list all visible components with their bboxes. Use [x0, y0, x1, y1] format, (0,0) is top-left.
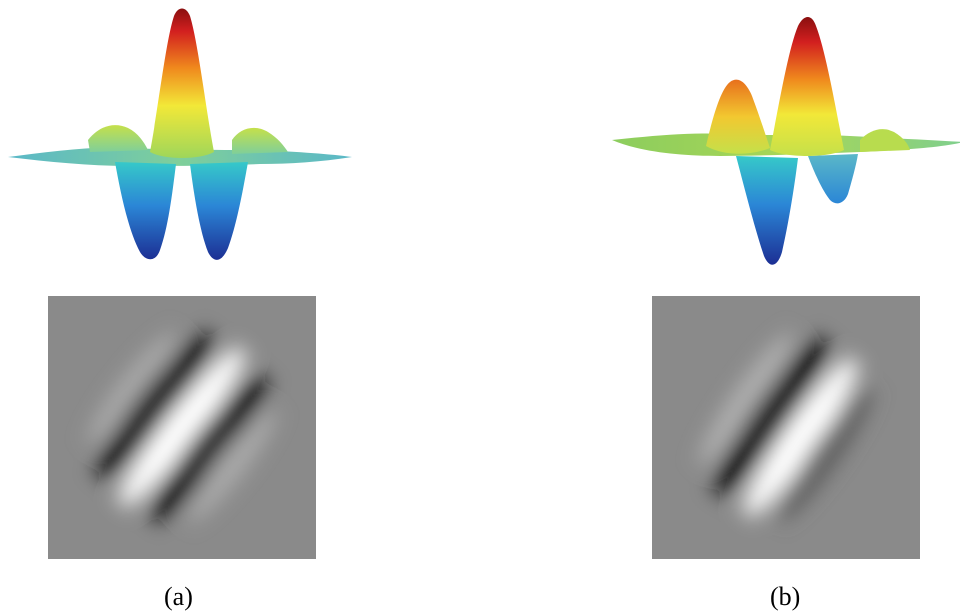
caption-a: (a): [164, 582, 193, 611]
gabor-patch-a: [48, 296, 316, 559]
surface-side-right-a: [232, 127, 288, 154]
surface-trough-small-b: [808, 154, 858, 204]
panel-b: (b): [560, 0, 960, 616]
surface-peak-b: [770, 17, 844, 156]
surface-side-right-b: [860, 129, 910, 152]
surface-peak-small-b: [706, 79, 770, 154]
panel-a: (a): [0, 0, 400, 616]
surface-trough-right-a: [190, 162, 248, 260]
surface-plot-a: [8, 8, 352, 260]
caption-b: (b): [770, 582, 801, 611]
surface-peak-a: [150, 8, 214, 158]
surface-trough-b: [736, 156, 798, 265]
surface-trough-left-a: [115, 162, 176, 260]
surface-side-left-a: [88, 125, 148, 152]
gabor-patch-b: [652, 296, 920, 559]
surface-plot-b: [612, 17, 960, 265]
